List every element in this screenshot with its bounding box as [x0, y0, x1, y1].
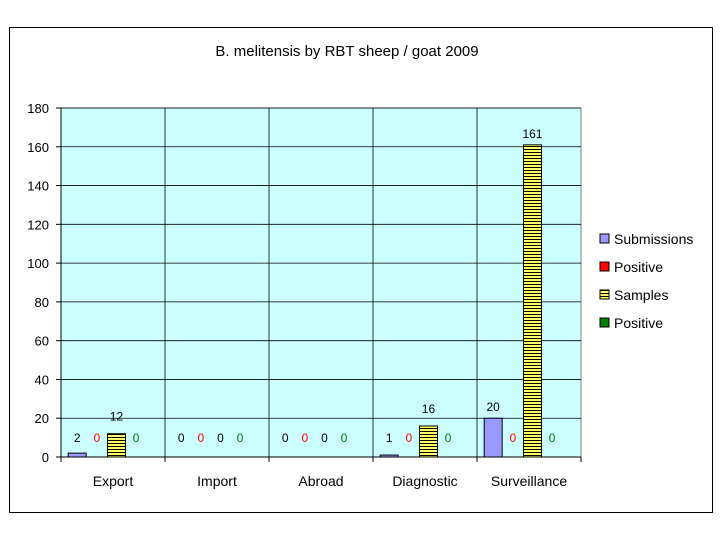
legend-label: Submissions — [614, 231, 693, 247]
y-tick-label: 60 — [35, 334, 49, 349]
data-label: 0 — [178, 431, 185, 445]
x-tick-label: Diagnostic — [392, 473, 457, 489]
bar — [67, 452, 87, 458]
y-tick-label: 20 — [35, 411, 49, 426]
data-label: 0 — [445, 431, 452, 445]
legend-swatch — [599, 317, 610, 328]
data-label: 0 — [197, 431, 204, 445]
data-label: 2 — [74, 431, 81, 445]
data-label: 0 — [282, 431, 289, 445]
y-tick-label: 140 — [27, 179, 49, 194]
y-tick-label: 80 — [35, 295, 49, 310]
legend-label: Samples — [614, 287, 668, 303]
data-label: 0 — [133, 431, 140, 445]
legend-label: Positive — [614, 315, 663, 331]
data-label: 12 — [110, 410, 124, 424]
bar — [483, 417, 503, 458]
data-label: 0 — [217, 431, 224, 445]
y-tick-label: 160 — [27, 140, 49, 155]
x-tick-label: Export — [93, 473, 134, 489]
data-label: 16 — [422, 402, 436, 416]
y-tick-label: 120 — [27, 217, 49, 232]
y-tick-label: 0 — [42, 450, 49, 465]
data-label: 0 — [321, 431, 328, 445]
legend — [592, 225, 702, 341]
x-tick-label: Surveillance — [491, 473, 567, 489]
bar — [418, 425, 438, 458]
data-label: 20 — [486, 400, 500, 414]
data-label: 0 — [405, 431, 412, 445]
chart-title: B. melitensis by RBT sheep / goat 2009 — [215, 43, 478, 60]
data-label: 0 — [93, 431, 100, 445]
x-tick-label: Import — [197, 473, 237, 489]
bar — [106, 433, 126, 458]
y-tick-label: 100 — [27, 256, 49, 271]
y-tick-label: 180 — [27, 101, 49, 116]
legend-swatch — [599, 233, 610, 244]
data-label: 0 — [509, 431, 516, 445]
legend-swatch — [599, 261, 610, 272]
y-tick-label: 40 — [35, 372, 49, 387]
data-label: 1 — [386, 431, 393, 445]
x-tick-label: Abroad — [298, 473, 343, 489]
plot-area — [60, 107, 582, 458]
data-label: 0 — [301, 431, 308, 445]
bar — [522, 144, 542, 458]
legend-swatch — [599, 289, 610, 300]
legend-label: Positive — [614, 259, 663, 275]
data-label: 0 — [549, 431, 556, 445]
bar — [379, 454, 399, 458]
data-label: 161 — [522, 127, 542, 141]
data-label: 0 — [341, 431, 348, 445]
data-label: 0 — [237, 431, 244, 445]
